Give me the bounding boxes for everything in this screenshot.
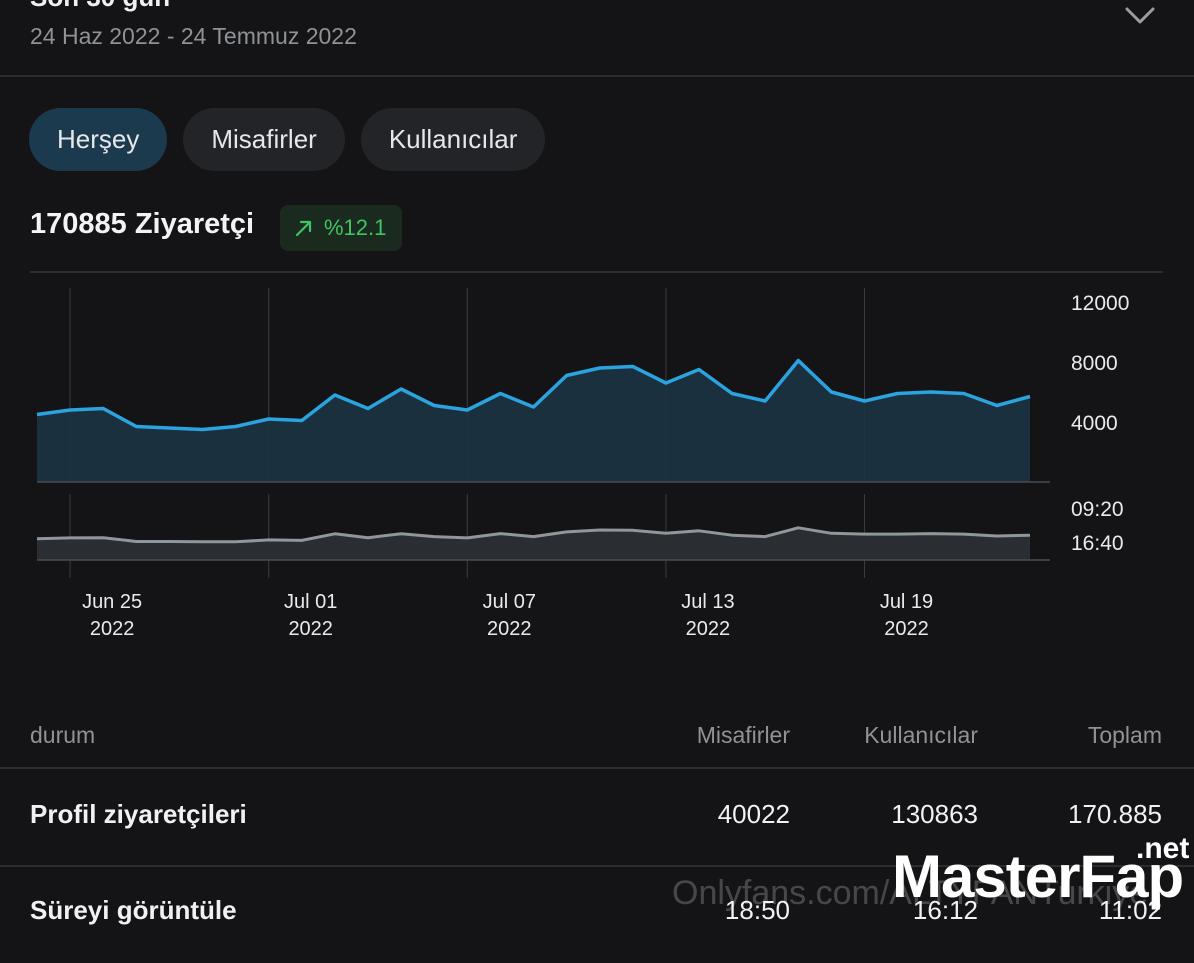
row-guests: 40022 [717, 799, 790, 829]
period-title[interactable]: Son 30 gün [30, 0, 170, 13]
y-tick-label: 8000 [1071, 352, 1118, 375]
table-header: durum Misafirler Kullanıcılar Toplam [0, 700, 1194, 769]
x-tick-year: 2022 [487, 618, 532, 640]
date-range: 24 Haz 2022 - 24 Temmuz 2022 [30, 23, 357, 49]
visitor-count: 170885 Ziyaretçi [30, 208, 255, 240]
arrow-up-right-icon [295, 220, 312, 237]
trend-value: %12.1 [324, 215, 387, 240]
tab-users[interactable]: Kullanıcılar [360, 108, 546, 171]
x-tick-label: Jul 07 [483, 591, 536, 613]
chevron-down-icon[interactable] [1124, 4, 1156, 26]
col-total: Toplam [1087, 722, 1162, 748]
row-total: 170.885 [1068, 799, 1162, 829]
col-guests: Misafirler [696, 722, 790, 748]
series-line-visitors [36, 358, 1031, 432]
x-tick-year: 2022 [288, 618, 333, 640]
watermark-text: Onlyfans.com/ALTYFANTurkiye [672, 874, 1149, 912]
row-label: Profil ziyaretçileri [30, 799, 247, 829]
x-tick-label: Jun 25 [82, 591, 142, 613]
filter-tabs: Herşey Misafirler Kullanıcılar [29, 108, 546, 171]
x-tick-year: 2022 [686, 618, 731, 640]
series-area-fill [37, 360, 1030, 482]
series-line-duration [36, 526, 1031, 544]
y-tick-label: 12000 [1071, 292, 1129, 315]
series-area-fill-duration [37, 527, 1030, 560]
visitors-chart: 12000 8000 4000 09:20 16:40 Jun 25 2022 Jul 01 2… [30, 271, 1163, 640]
y-tick-label: 4000 [1071, 412, 1118, 435]
header: Son 30 gün 24 Haz 2022 - 24 Temmuz 2022 [0, 0, 1194, 77]
x-tick-label: Jul 13 [681, 591, 734, 613]
tab-all[interactable]: Herşey [29, 108, 168, 171]
table-row: Profil ziyaretçileri 40022 130863 170.88… [0, 769, 1194, 867]
watermark-logo-suffix: .net [1136, 832, 1190, 865]
row-label: Süreyi görüntüle [30, 895, 237, 925]
tab-guests[interactable]: Misafirler [183, 108, 345, 171]
row-users: 130863 [891, 799, 978, 829]
x-tick-year: 2022 [90, 618, 135, 640]
y-tick-label-duration: 16:40 [1071, 532, 1124, 555]
x-tick-label: Jul 01 [284, 591, 337, 613]
trend-badge: %12.1 [280, 205, 403, 251]
watermark-logo: MasterFap [892, 843, 1184, 910]
col-status: durum [30, 722, 96, 748]
y-tick-label-duration: 09:20 [1071, 498, 1124, 521]
x-tick-label: Jul 19 [880, 591, 933, 613]
x-tick-year: 2022 [884, 618, 929, 640]
col-users: Kullanıcılar [864, 722, 978, 748]
